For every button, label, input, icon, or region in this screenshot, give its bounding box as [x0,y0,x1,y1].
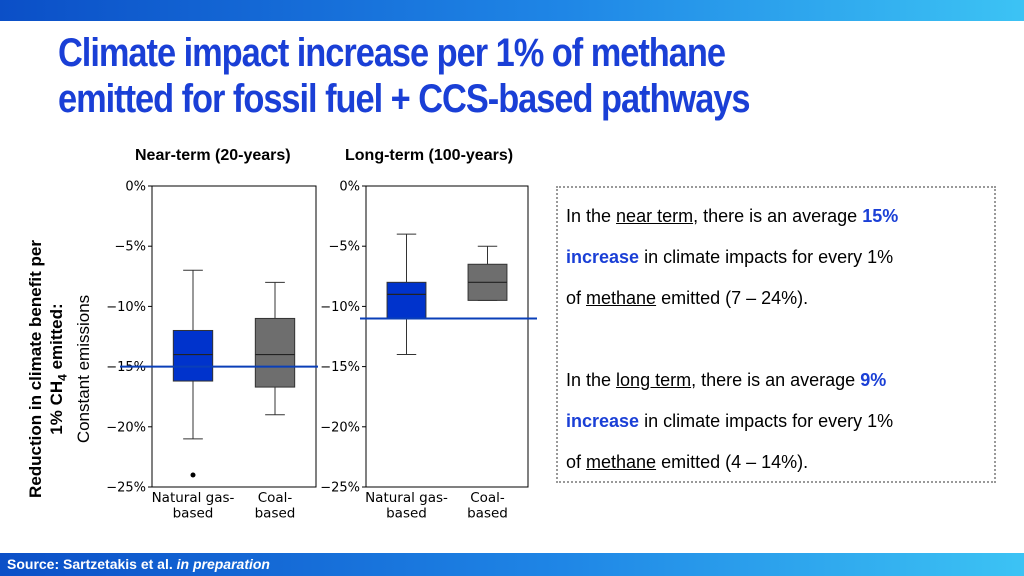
long-term-summary: In the long term, there is an average 9%… [566,370,894,472]
bottom-accent-bar [0,553,1024,576]
y-tick-label-1-4: −20% [320,420,360,435]
summary-box [556,186,996,483]
y-tick-label-1-2: −10% [320,300,360,315]
slide-title: Climate impact increase per 1% of methan… [58,30,832,122]
y-tick-label-0-5: −25% [106,481,146,496]
y-tick-label-1-3: −15% [320,360,360,375]
y-tick-label-0-4: −20% [106,420,146,435]
y-tick-label-1-5: −25% [320,481,360,496]
title-line-1: Climate impact increase per 1% of methan… [58,31,726,75]
long-term-header: Long-term (100-years) [345,147,514,164]
near-term-summary: In the near term, there is an average 15… [566,206,899,308]
x-tick-label-0-0-0: Natural gas- [152,490,235,506]
x-tick-label-0-1-0: Coal- [258,490,293,506]
x-tick-label-0-0-1: based [173,506,214,522]
y-tick-label-0-1: −5% [114,240,146,255]
title-line-2: emitted for fossil fuel + CCS-based path… [58,77,751,121]
source-citation: Source: Sartzetakis et al. in preparatio… [7,556,270,572]
x-tick-label-1-1-1: based [467,506,508,522]
box-1-0 [386,281,427,319]
top-accent-bar [0,0,1024,21]
x-tick-label-1-1-0: Coal- [470,490,505,506]
y-tick-label-1-1: −5% [328,240,360,255]
y-tick-label-0-2: −10% [106,300,146,315]
near-term-header: Near-term (20-years) [135,147,291,164]
y-tick-label-1-0: 0% [339,180,360,195]
outlier-0-0-0 [190,472,196,478]
x-tick-label-1-0-1: based [386,506,427,522]
x-tick-label-0-1-1: based [255,506,296,522]
box-0-0 [172,329,214,382]
plot-frame-1 [365,185,529,488]
box-0-1 [254,317,296,388]
y-tick-label-0-0: 0% [125,180,146,195]
x-tick-label-1-0-0: Natural gas- [365,490,448,506]
plot-frame-0 [151,185,317,488]
